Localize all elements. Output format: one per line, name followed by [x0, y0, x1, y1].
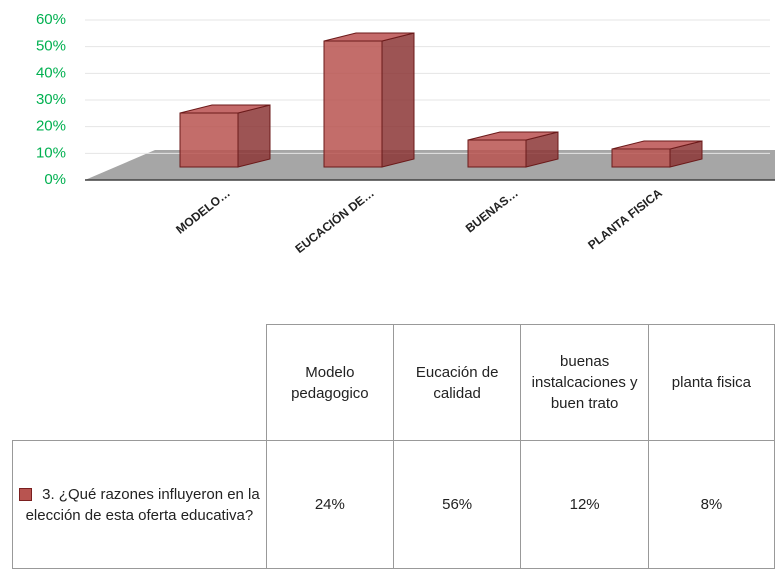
data-row: 3. ¿Qué razones influyeron en la elecció… [12, 440, 775, 569]
chart: 0% 10% 20% 30% 40% 50% 60% MODELO… EUCACIÓN DE… B… [36, 11, 775, 256]
header-row: Modelo pedagogico Eucación de calidad buen… [12, 324, 775, 441]
legend-key [19, 488, 33, 502]
y-tick-label: 30% [36, 91, 66, 108]
bar-front [467, 139, 527, 168]
bar-side [237, 104, 271, 168]
x-tick-label: PLANTA FISICA [585, 186, 665, 253]
bar [179, 104, 271, 168]
category-header: buenas instalcaciones y buen trato [520, 324, 649, 441]
series-cell: 3. ¿Qué razones influyeron en la elecció… [12, 440, 267, 569]
y-tick-label: 20% [36, 118, 66, 135]
category-header: planta fisica [647, 324, 775, 441]
bar-front [179, 112, 239, 168]
bar-front [611, 148, 671, 168]
y-tick-label: 50% [36, 38, 66, 55]
value-cell: 24% [265, 440, 394, 569]
category-header: Modelo pedagogico [265, 324, 394, 441]
y-tick-label: 0% [44, 171, 66, 188]
value-cell: 12% [520, 440, 649, 569]
bar [323, 32, 415, 168]
value-cell: 8% [647, 440, 775, 569]
bar [467, 131, 559, 168]
value-cell: 56% [392, 440, 522, 569]
blank-cell [12, 324, 267, 441]
y-tick-label: 10% [36, 144, 66, 161]
y-tick-label: 60% [36, 11, 66, 28]
x-tick-label: BUENAS… [463, 186, 521, 236]
bar [611, 140, 703, 168]
category-header: Eucación de calidad [392, 324, 522, 441]
series-name: 3. ¿Qué razones influyeron en la elecció… [25, 485, 260, 524]
y-tick-label: 40% [36, 64, 66, 81]
x-tick-label: EUCACIÓN DE… [292, 185, 377, 256]
bar-side [381, 32, 415, 168]
x-tick-label: MODELO… [173, 186, 233, 237]
bar-front [323, 40, 383, 168]
data-table: Modelo pedagogico Eucación de calidad buen… [12, 324, 775, 569]
